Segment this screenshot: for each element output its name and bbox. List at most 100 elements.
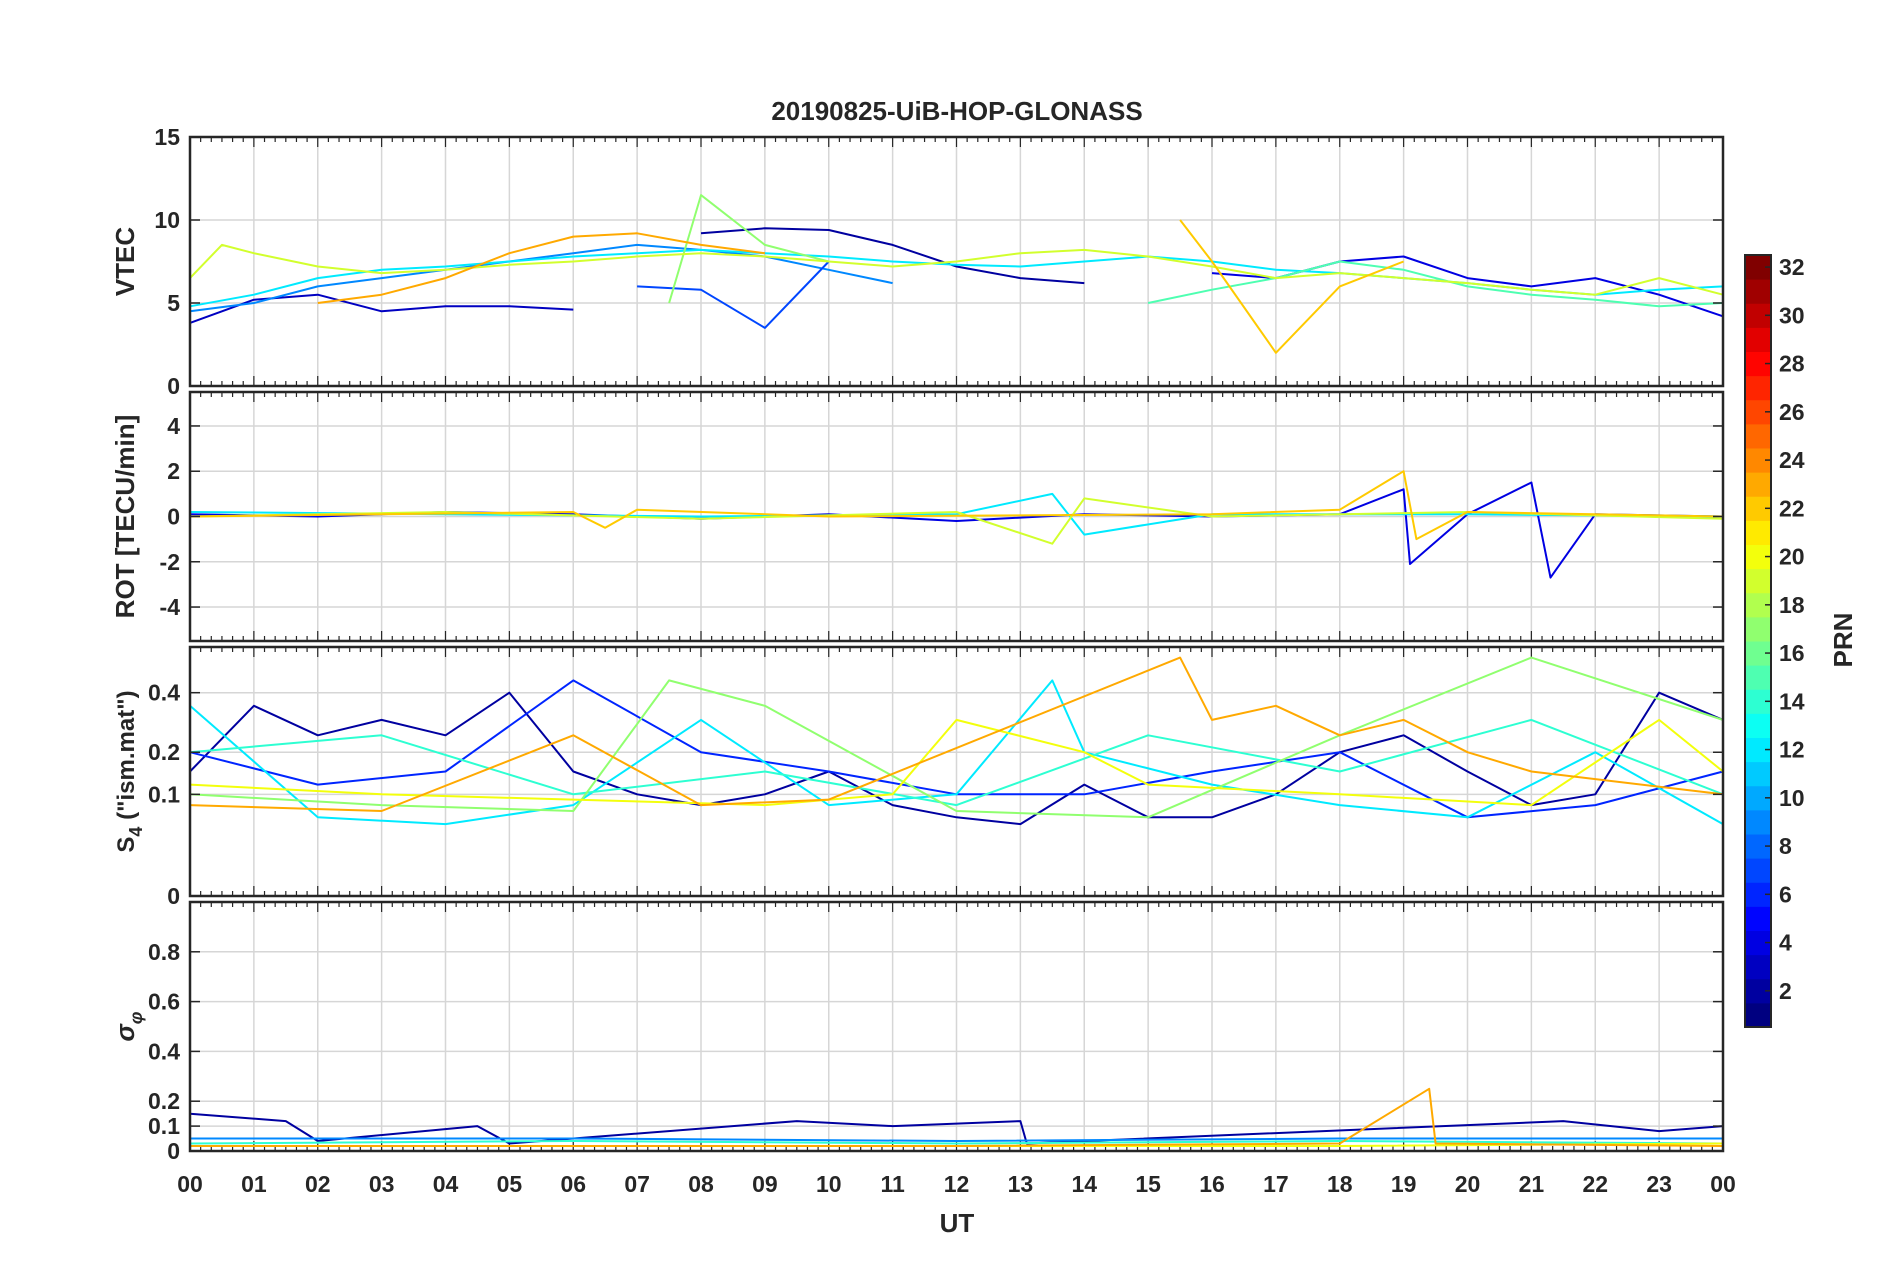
series-line-prn-14 (189, 1140, 1724, 1145)
colorbar-frame (1744, 254, 1772, 1028)
colorbar-segment (1745, 858, 1771, 883)
x-tick-label: 03 (369, 1171, 395, 1197)
axes-frame (188, 135, 1725, 388)
colorbar-tick-label: 2 (1779, 978, 1792, 1004)
x-tick-label: 17 (1263, 1171, 1289, 1197)
series-line-prn-20 (189, 718, 1724, 807)
y-tick-label: 0.4 (148, 680, 180, 706)
series-line-prn-3 (189, 293, 574, 324)
x-tick-label: 22 (1582, 1171, 1608, 1197)
y-axis-label: VTEC (110, 227, 140, 297)
x-tick-label: 23 (1646, 1171, 1672, 1197)
colorbar-segment (1745, 279, 1771, 304)
x-tick-label: 00 (177, 1171, 203, 1197)
colorbar-segment (1745, 423, 1771, 449)
y-tick-label: 0.1 (148, 1113, 180, 1139)
x-tick-label: 18 (1327, 1171, 1353, 1197)
colorbar-segment (1745, 327, 1771, 352)
y-axis-label: S4 ("ism.mat") (113, 690, 146, 852)
y-tick-label: 0.6 (148, 989, 180, 1015)
panel-vtec: 0 5 10 15 VTEC (110, 124, 1725, 399)
series-line-prn-19 (189, 243, 1724, 296)
series-line-prn-15 (1147, 260, 1724, 308)
x-tick-label: 11 (880, 1171, 905, 1197)
panel-s4: 0 0.1 0.2 0.4S4 ("ism.mat") (113, 645, 1725, 909)
colorbar-tick-label: 18 (1779, 592, 1805, 618)
colorbar-tick-label: 20 (1779, 544, 1805, 570)
x-tick-label: 06 (560, 1171, 586, 1197)
x-axis: UT 00 01 02 03 04 05 06 07 08 09 10 11 12 13 14 15 16 17 1… (177, 1171, 1736, 1238)
colorbar-segment (1745, 472, 1771, 497)
colorbar-label: PRN (1828, 613, 1858, 668)
y-tick-label: 0 (167, 1138, 180, 1164)
colorbar-segment (1745, 375, 1771, 401)
y-tick-label: 5 (167, 290, 180, 316)
series-line-prn-22 (189, 470, 1724, 541)
colorbar-segment (1745, 1002, 1771, 1028)
colorbar-segment (1745, 906, 1771, 931)
y-tick-label: 10 (154, 207, 180, 233)
series-line-prn-12 (189, 679, 1724, 826)
colorbar-tick-label: 16 (1779, 640, 1805, 666)
series-line-prn-9 (189, 243, 893, 313)
series-line-prn-17 (668, 194, 830, 304)
series-line-prn-23 (189, 656, 1724, 812)
colorbar-segment (1745, 809, 1771, 835)
y-tick-label: 0.2 (148, 739, 180, 765)
x-tick-label: 09 (752, 1171, 778, 1197)
y-axis-label: σφ (110, 1011, 146, 1041)
colorbar-tick-label: 14 (1779, 688, 1805, 714)
series-line-prn-22 (1179, 219, 1404, 354)
colorbar-tick-label: 22 (1779, 495, 1805, 521)
y-tick-label: 0 (167, 373, 180, 399)
colorbar-tick-label: 28 (1779, 351, 1805, 377)
chart-title: 20190825-UiB-HOP-GLONASS (771, 96, 1142, 126)
y-tick-label: 15 (154, 124, 180, 150)
axes-frame (188, 900, 1725, 1153)
series-line-prn-2 (700, 227, 1085, 285)
y-tick-label: -2 (160, 549, 180, 575)
panel-sigma-phi: 00.10.2 0.4 0.6 0.8 σφ (110, 900, 1725, 1164)
series-line-prn-14 (189, 718, 1724, 807)
x-tick-label: 01 (241, 1171, 267, 1197)
colorbar-tick-label: 32 (1779, 254, 1805, 280)
x-tick-label: 04 (433, 1171, 459, 1197)
colorbar-segment (1745, 713, 1771, 738)
y-tick-label: 0 (167, 504, 180, 530)
x-tick-label: 08 (688, 1171, 714, 1197)
series-line-prn-19 (189, 497, 1724, 545)
colorbar-segment (1745, 761, 1771, 787)
colorbar-segment (1745, 520, 1771, 545)
colorbar-tick-label: 30 (1779, 302, 1805, 328)
colorbar-tick-label: 6 (1779, 881, 1792, 907)
series-line-prn-7 (637, 260, 830, 329)
colorbar-segment (1745, 954, 1771, 980)
colorbar-tick-label: 12 (1779, 737, 1805, 763)
x-tick-label: 15 (1135, 1171, 1161, 1197)
x-tick-label: 07 (624, 1171, 650, 1197)
colorbar-tick-label: 26 (1779, 399, 1805, 425)
x-tick-label: 02 (305, 1171, 331, 1197)
y-tick-label: 4 (167, 413, 180, 439)
y-tick-label: 0.1 (148, 781, 180, 807)
y-tick-label: 0.4 (148, 1038, 180, 1064)
colorbar-segment (1745, 665, 1771, 690)
x-tick-label: 21 (1519, 1171, 1545, 1197)
x-tick-label: 13 (1008, 1171, 1034, 1197)
y-tick-label: 2 (167, 458, 180, 484)
colorbar-tick-label: 8 (1779, 833, 1792, 859)
colorbar-segment (1745, 568, 1771, 594)
y-tick-label: 0.2 (148, 1088, 180, 1114)
series-line-prn-17 (189, 656, 1724, 819)
x-axis-label: UT (940, 1208, 975, 1238)
axes-frame (188, 390, 1725, 643)
series-line-prn-23 (317, 232, 766, 304)
series-line-prn-23 (190, 1087, 1724, 1147)
x-tick-label: 14 (1071, 1171, 1097, 1197)
x-tick-label: 05 (497, 1171, 523, 1197)
x-tick-label: 00 (1710, 1171, 1736, 1197)
colorbar-tick-label: 4 (1779, 930, 1792, 956)
y-tick-label: 0 (167, 883, 180, 909)
